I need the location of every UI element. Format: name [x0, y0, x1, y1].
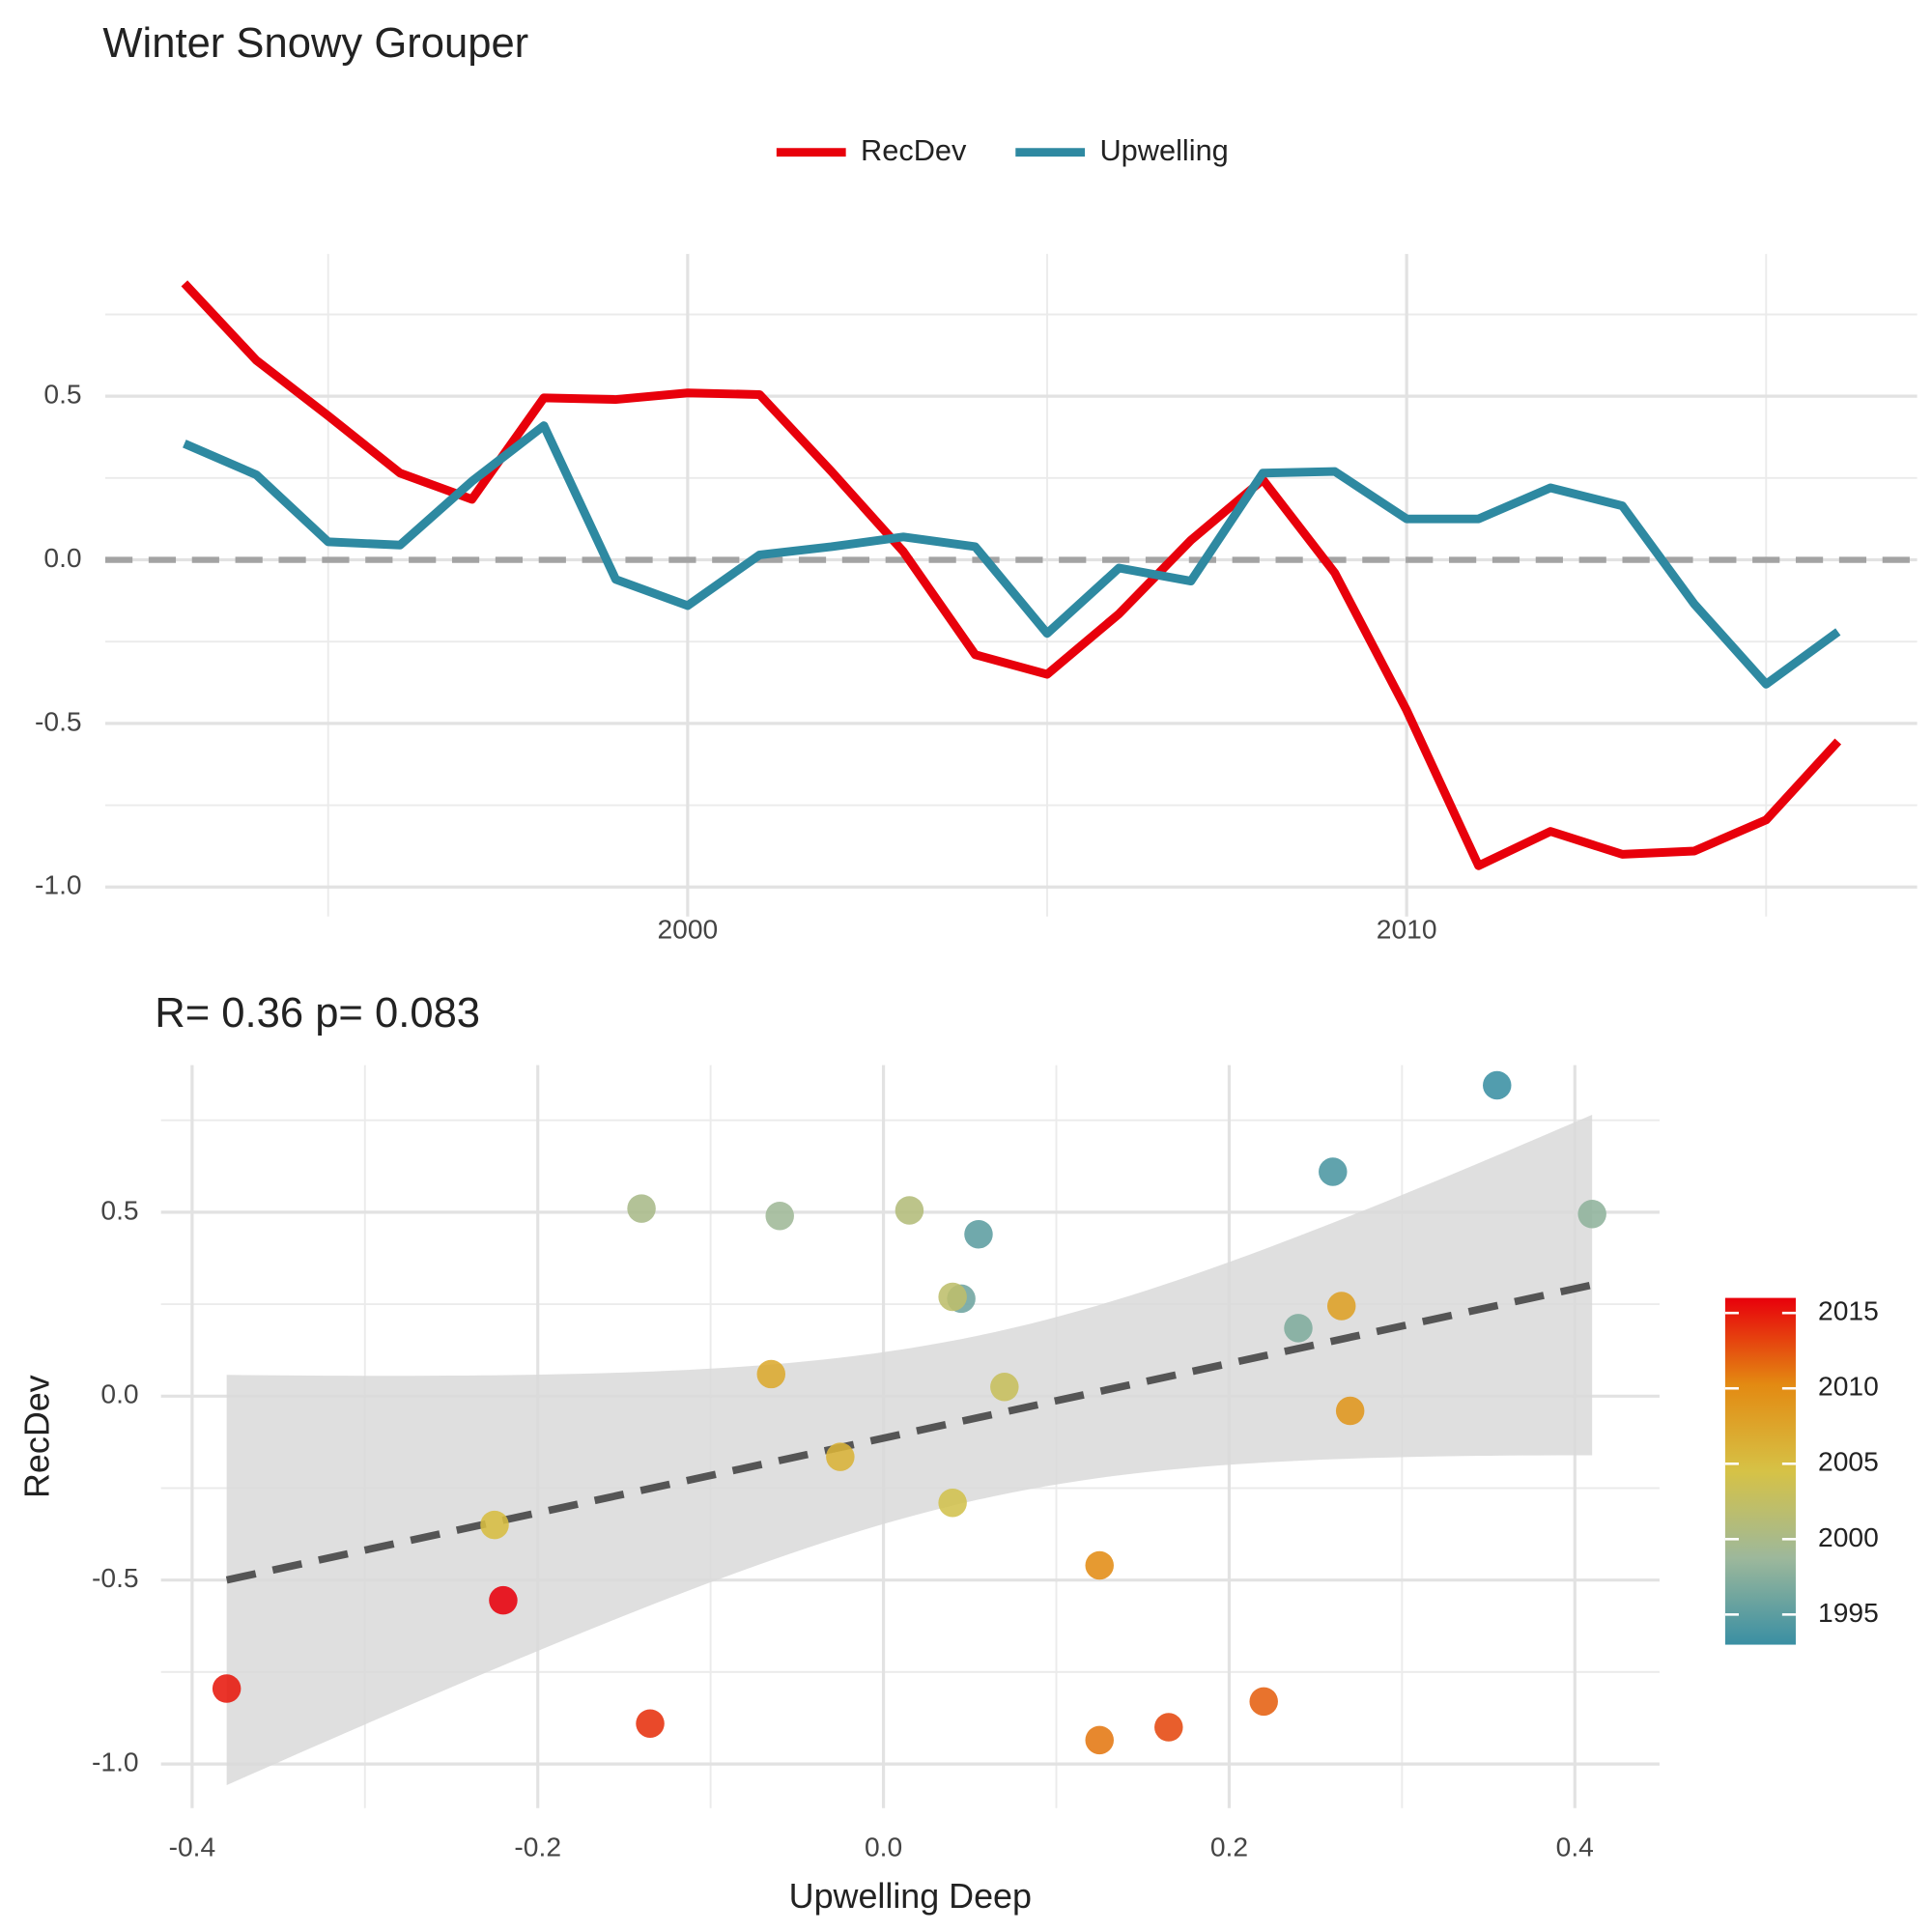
point	[1284, 1314, 1313, 1343]
series-line	[181, 280, 1842, 870]
chart-title: Winter Snowy Grouper	[102, 20, 528, 67]
point	[480, 1510, 509, 1540]
y-tick-label: -0.5	[35, 705, 82, 736]
point	[1577, 1200, 1606, 1229]
point	[1085, 1725, 1114, 1755]
point	[895, 1196, 924, 1225]
colorbar	[1724, 1297, 1796, 1645]
y-tick-label: 0.0	[100, 1378, 138, 1409]
scatter-title: R= 0.36 p= 0.083	[155, 990, 480, 1037]
x-tick-label: 0.2	[1210, 1832, 1248, 1862]
series-line	[183, 421, 1841, 689]
x-tick-label: 0.0	[865, 1832, 902, 1862]
point	[1326, 1292, 1356, 1321]
point	[1483, 1070, 1512, 1100]
point	[1085, 1550, 1114, 1580]
legend-label: RecDev	[861, 133, 967, 167]
x-tick-label: -0.2	[514, 1832, 561, 1862]
point	[1319, 1157, 1348, 1186]
x-tick-label: -0.4	[169, 1832, 216, 1862]
point	[1335, 1396, 1365, 1426]
x-tick-label: 2000	[657, 914, 718, 945]
colorbar-label: 1995	[1818, 1597, 1879, 1628]
point	[990, 1373, 1019, 1402]
point	[627, 1194, 656, 1223]
legend-label: Upwelling	[1099, 133, 1228, 167]
point	[1154, 1713, 1183, 1742]
y-tick-label: -1.0	[35, 869, 82, 900]
point	[1249, 1687, 1278, 1717]
point	[756, 1359, 786, 1389]
point	[964, 1219, 993, 1249]
y-tick-label: -1.0	[92, 1747, 139, 1777]
colorbar-label: 2005	[1818, 1446, 1879, 1477]
x-tick-label: 2010	[1377, 914, 1437, 945]
y-axis-title: RecDev	[18, 1375, 57, 1498]
point	[826, 1442, 855, 1471]
point	[212, 1674, 242, 1703]
point	[489, 1585, 518, 1615]
point	[636, 1709, 665, 1738]
x-tick-label: 0.4	[1556, 1832, 1594, 1862]
confidence-band	[226, 1114, 1593, 1785]
point	[765, 1201, 794, 1231]
colorbar-label: 2000	[1818, 1521, 1879, 1552]
colorbar-label: 2010	[1818, 1371, 1879, 1402]
x-axis-title: Upwelling Deep	[789, 1877, 1032, 1916]
y-tick-label: 0.5	[100, 1194, 138, 1225]
y-tick-label: -0.5	[92, 1562, 139, 1593]
point	[938, 1488, 967, 1518]
point	[938, 1282, 967, 1312]
colorbar-label: 2015	[1818, 1295, 1879, 1326]
y-tick-label: 0.5	[43, 379, 81, 410]
y-tick-label: 0.0	[43, 542, 81, 573]
